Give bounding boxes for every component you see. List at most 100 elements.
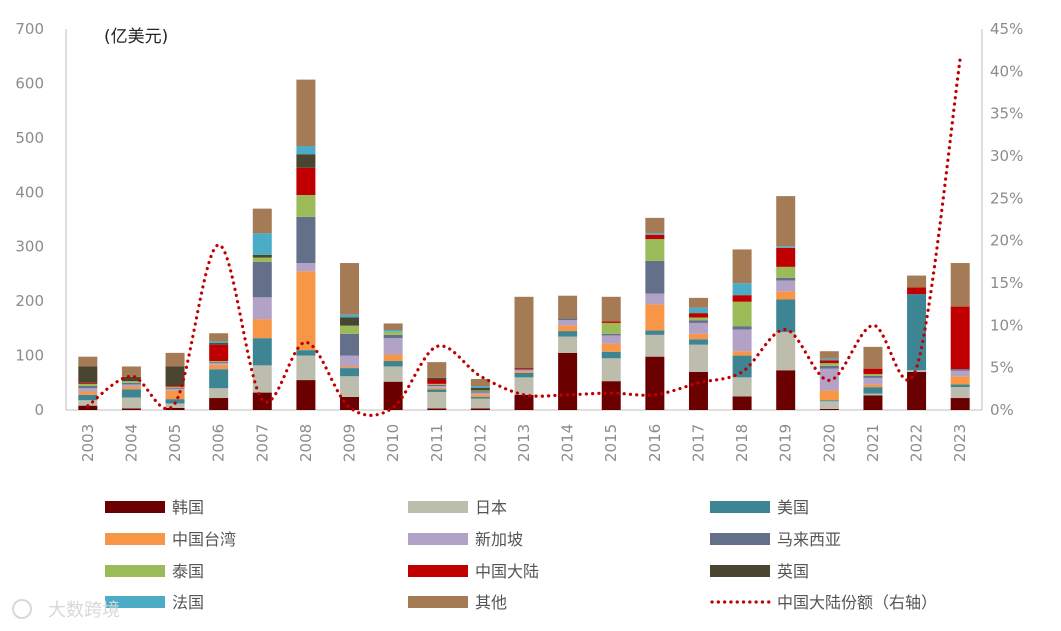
bar-segment xyxy=(252,297,272,320)
y2-tick-label: 40% xyxy=(990,62,1023,80)
bar-segment xyxy=(296,146,316,155)
legend-item: 英国 xyxy=(710,562,809,581)
bar-segment xyxy=(383,329,403,332)
bar-segment xyxy=(78,383,98,387)
bar-segment xyxy=(776,247,796,267)
bar-segment xyxy=(863,374,883,376)
legend-label: 中国大陆份额（右轴） xyxy=(777,593,937,612)
bar-segment xyxy=(383,334,403,339)
y-unit-label: (亿美元) xyxy=(104,27,168,47)
legend-swatch xyxy=(710,501,770,513)
bar-segment xyxy=(252,338,272,366)
watermark-logo-icon xyxy=(12,599,32,619)
bar-segment xyxy=(296,79,316,147)
legend-label: 泰国 xyxy=(172,562,204,581)
bar-segment xyxy=(863,375,883,378)
bar-segment xyxy=(819,351,839,359)
bar-segment xyxy=(383,323,403,330)
y2-tick-label: 45% xyxy=(990,20,1023,38)
bar-segment xyxy=(514,369,534,371)
bar-segment xyxy=(732,355,752,378)
bar-segment xyxy=(209,344,229,362)
bar-segment xyxy=(121,381,141,383)
x-tick-label: 2007 xyxy=(253,424,271,462)
legend-item: 法国 xyxy=(105,593,204,612)
bar-segment xyxy=(296,216,316,264)
bar-segment xyxy=(645,217,665,234)
x-tick-label: 2013 xyxy=(515,424,533,462)
watermark-text: 大数跨境 xyxy=(48,600,120,621)
bar-segment xyxy=(383,366,403,382)
bar-segment xyxy=(558,331,578,337)
y2-tick-label: 10% xyxy=(990,316,1023,334)
legend-item: 新加坡 xyxy=(408,530,523,549)
bar-segment xyxy=(688,322,708,334)
bar-segment xyxy=(776,291,796,300)
bar-segment xyxy=(340,368,360,377)
bar-segment xyxy=(558,336,578,353)
bar-segment xyxy=(863,387,883,394)
bar-segment xyxy=(296,271,316,351)
x-tick-label: 2010 xyxy=(384,424,402,462)
bar-segment xyxy=(776,266,796,278)
bar-segment xyxy=(732,351,752,356)
bar-segment xyxy=(78,394,98,401)
bar-segment xyxy=(78,356,98,367)
x-tick-label: 2021 xyxy=(864,424,882,462)
bar-segment xyxy=(252,208,272,234)
x-tick-label: 2009 xyxy=(341,424,359,462)
bar-segment xyxy=(645,293,665,305)
legend-swatch xyxy=(408,565,468,577)
bar-segment xyxy=(470,386,490,388)
bar-segment xyxy=(732,396,752,410)
bar-segment xyxy=(776,277,796,281)
x-tick-label: 2022 xyxy=(908,424,926,462)
bar-segment xyxy=(78,388,98,392)
bar-segment xyxy=(121,389,141,398)
bar-segment xyxy=(78,386,98,389)
bar-segment xyxy=(645,304,665,331)
bar-segment xyxy=(907,275,927,288)
bar-segment xyxy=(340,355,360,367)
x-tick-label: 2005 xyxy=(166,424,184,462)
bar-segment xyxy=(819,408,839,410)
bar-segment xyxy=(863,377,883,385)
legend-item: 泰国 xyxy=(105,562,204,581)
bar-segment xyxy=(121,366,141,377)
bar-segment xyxy=(601,381,621,410)
bar-segment xyxy=(78,400,98,406)
x-tick-label: 2018 xyxy=(733,424,751,462)
x-tick-label: 2003 xyxy=(79,424,97,462)
watermark: 大数跨境 xyxy=(12,599,120,621)
bar-segment xyxy=(121,384,141,387)
bar-segment xyxy=(209,369,229,389)
bar-segment xyxy=(78,405,98,410)
bar-segment xyxy=(209,341,229,344)
bar-segment xyxy=(78,382,98,384)
bar-segment xyxy=(688,371,708,410)
bars xyxy=(78,79,970,410)
bar-segment xyxy=(863,395,883,410)
bar-segment xyxy=(950,376,970,385)
bar-segment xyxy=(688,344,708,372)
bar-segment xyxy=(252,365,272,393)
bar-segment xyxy=(209,388,229,399)
bar-segment xyxy=(601,321,621,323)
bar-segment xyxy=(121,376,141,382)
bar-segment xyxy=(819,400,839,402)
bar-segment xyxy=(776,299,796,333)
bar-segment xyxy=(601,333,621,336)
bar-segment xyxy=(165,386,185,388)
legend-swatch xyxy=(105,533,165,545)
bar-segment xyxy=(645,233,665,235)
bar-segment xyxy=(863,384,883,388)
bar-segment xyxy=(776,332,796,371)
bar-segment xyxy=(732,249,752,284)
bar-segment xyxy=(427,362,447,378)
bar-segment xyxy=(470,390,490,392)
bar-segment xyxy=(558,352,578,410)
y2-tick-label: 35% xyxy=(990,105,1023,123)
bar-segment xyxy=(514,368,534,370)
bar-segment xyxy=(601,358,621,382)
